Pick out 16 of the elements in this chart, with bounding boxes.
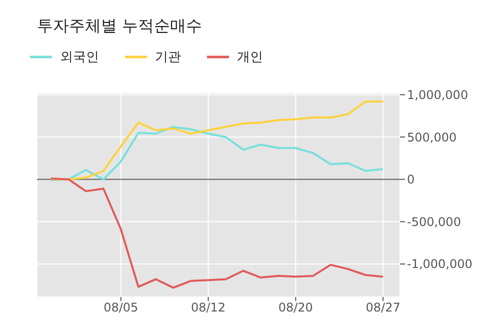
legend-label: 개인	[237, 49, 263, 66]
legend-label: 기관	[155, 49, 181, 66]
x-tick-label: 08/27	[366, 300, 400, 315]
line-series	[50, 177, 384, 289]
legend-label: 외국인	[60, 49, 99, 66]
x-tick-label: 08/05	[104, 300, 138, 315]
line-series	[50, 126, 384, 182]
x-tick-label: 08/12	[190, 300, 226, 315]
x-tick-label: 08/20	[278, 300, 313, 315]
y-tick-label: 1,000,000	[407, 88, 468, 102]
y-tick-label: -1,000,000	[407, 257, 472, 272]
y-tick-label: -500,000	[407, 214, 461, 229]
y-tick-label: 500,000	[407, 130, 457, 144]
line-series	[50, 100, 384, 180]
chart-title: 투자주체별 누적순매수	[37, 16, 202, 37]
y-tick-label: 0	[407, 172, 415, 187]
